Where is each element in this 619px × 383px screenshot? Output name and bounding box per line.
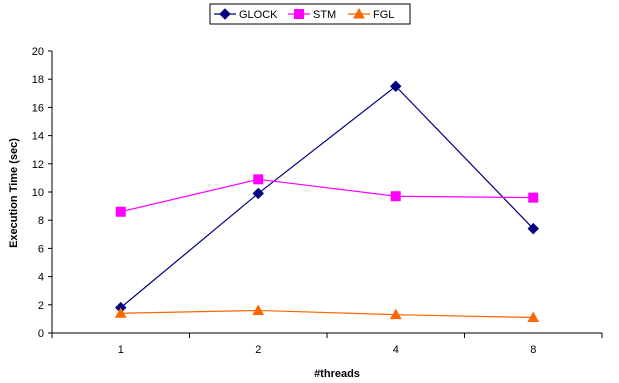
y-tick-label: 8 [38,215,44,227]
y-tick-label: 0 [38,328,44,340]
x-tick-label: 4 [393,344,399,356]
legend-label-stm: STM [313,9,336,21]
y-tick-label: 6 [38,243,44,255]
legend-item-stm: STM [288,9,336,21]
y-tick-label: 10 [32,187,44,199]
data-point-fgl [114,307,127,318]
series-line-glock [120,85,534,309]
x-tick-label: 8 [530,344,536,356]
data-point-stm [390,191,401,202]
data-point-glock [252,187,264,200]
y-tick-label: 12 [32,159,44,171]
data-point-glock [390,80,402,92]
data-point-fgl [527,311,540,322]
data-point-glock [527,222,539,235]
y-tick-label: 4 [38,272,44,284]
y-tick-label: 14 [32,131,44,143]
legend-marker-stm [294,9,304,19]
data-point-stm [115,206,126,217]
y-axis: 0 2 4 6 8 10 12 14 16 18 20 [32,46,53,340]
data-point-stm [528,192,539,203]
legend-item-glock: GLOCK [214,8,278,21]
data-point-stm [253,174,264,185]
series-layer [114,80,540,322]
y-tick-label: 16 [32,102,44,114]
y-tick-label: 18 [32,74,44,86]
legend-item-fgl: FGL [348,7,394,21]
legend-marker-glock [219,8,231,20]
x-tick-label: 2 [255,344,261,356]
series-line-fgl [120,309,534,319]
legend-label-glock: GLOCK [239,9,278,21]
series-stm [115,174,539,217]
series-fgl [114,304,540,322]
legend-label-fgl: FGL [373,9,394,21]
x-axis-title: #threads [314,368,360,380]
y-tick-label: 2 [38,300,44,312]
data-point-fgl [252,304,265,315]
legend-marker-fgl [353,7,365,19]
y-axis-title: Execution Time (sec) [8,138,20,248]
data-point-fgl [389,308,402,320]
legend: GLOCK STM FGL [209,3,411,25]
x-axis: 1 2 4 8 [51,332,603,356]
series-glock [115,80,539,314]
series-line-stm [120,178,534,213]
y-tick-label: 20 [32,46,44,58]
x-tick-label: 1 [118,344,124,356]
